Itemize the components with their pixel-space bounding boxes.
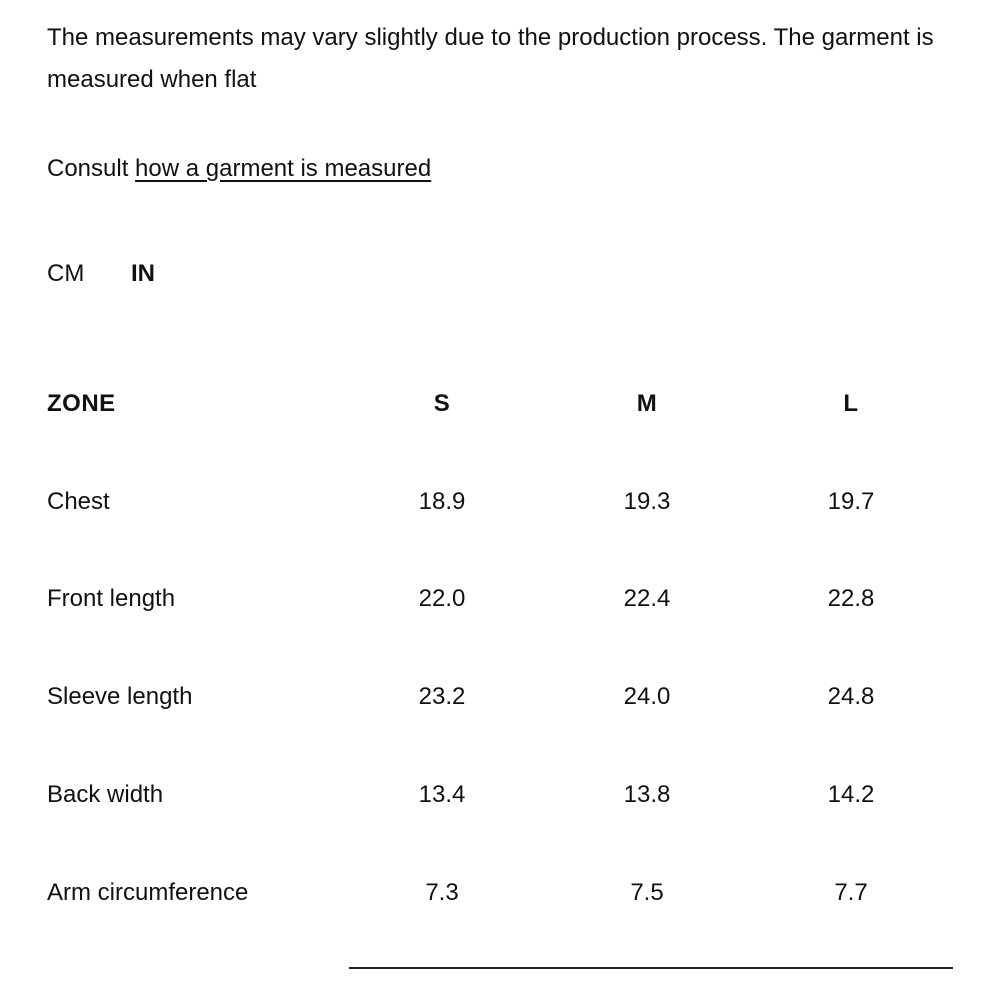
measurement: 23.2: [418, 683, 466, 711]
measurement: 14.2: [827, 780, 875, 808]
measurement: 7.7: [834, 878, 868, 906]
measurement: 22.8: [827, 585, 875, 613]
column-header: L: [843, 390, 859, 417]
measure-link[interactable]: how a garment is measured: [135, 155, 432, 182]
unit-toggle[interactable]: CM: [47, 260, 85, 287]
divider: [349, 967, 953, 969]
intro-text: The measurements may vary slightly due t…: [47, 24, 934, 93]
measurement: 19.7: [827, 487, 875, 515]
measurement: 24.8: [827, 683, 875, 711]
measurement: 24.0: [623, 683, 671, 711]
unit-toggle[interactable]: IN: [131, 260, 155, 287]
measurement: 7.5: [630, 878, 664, 906]
zone-label: Back width: [47, 780, 164, 808]
column-header: M: [636, 390, 658, 417]
measurement: 18.9: [418, 487, 466, 515]
measurement: 22.0: [418, 585, 466, 613]
column-header: ZONE: [47, 390, 116, 417]
measurement: 19.3: [623, 487, 671, 515]
zone-label: Arm circumference: [47, 878, 249, 906]
measurement: 13.4: [418, 780, 466, 808]
zone-label: Front length: [47, 585, 176, 613]
measurement: 22.4: [623, 585, 671, 613]
column-header: S: [433, 390, 451, 417]
measurement: 13.8: [623, 780, 671, 808]
measurement: 7.3: [425, 878, 459, 906]
zone-label: Chest: [47, 487, 110, 515]
consult-text: Consult: [47, 155, 129, 182]
consult-line: Consult how a garment is measured: [47, 155, 431, 183]
zone-label: Sleeve length: [47, 683, 193, 711]
